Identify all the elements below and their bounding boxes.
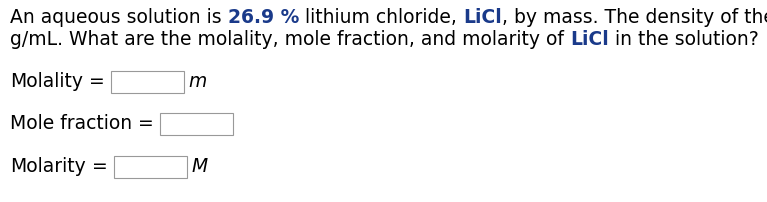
Text: =: = (83, 72, 110, 90)
Text: lithium chloride,: lithium chloride, (299, 8, 463, 27)
Text: Mole fraction: Mole fraction (10, 114, 132, 132)
Text: =: = (132, 114, 160, 132)
Text: in the solution?: in the solution? (609, 30, 759, 49)
FancyBboxPatch shape (114, 156, 186, 178)
Text: Molarity: Molarity (10, 156, 86, 175)
Text: 26.9 %: 26.9 % (228, 8, 299, 27)
Text: M: M (192, 156, 208, 175)
Text: , by mass. The density of the solution is 1.127: , by mass. The density of the solution i… (502, 8, 767, 27)
Text: m: m (189, 72, 207, 90)
Text: g/mL. What are the molality, mole fraction, and molarity of: g/mL. What are the molality, mole fracti… (10, 30, 570, 49)
Text: LiCl: LiCl (570, 30, 609, 49)
FancyBboxPatch shape (160, 114, 233, 135)
Text: An aqueous solution is: An aqueous solution is (10, 8, 228, 27)
Text: =: = (86, 156, 114, 175)
Text: Molality: Molality (10, 72, 83, 90)
Text: LiCl: LiCl (463, 8, 502, 27)
FancyBboxPatch shape (110, 72, 184, 94)
